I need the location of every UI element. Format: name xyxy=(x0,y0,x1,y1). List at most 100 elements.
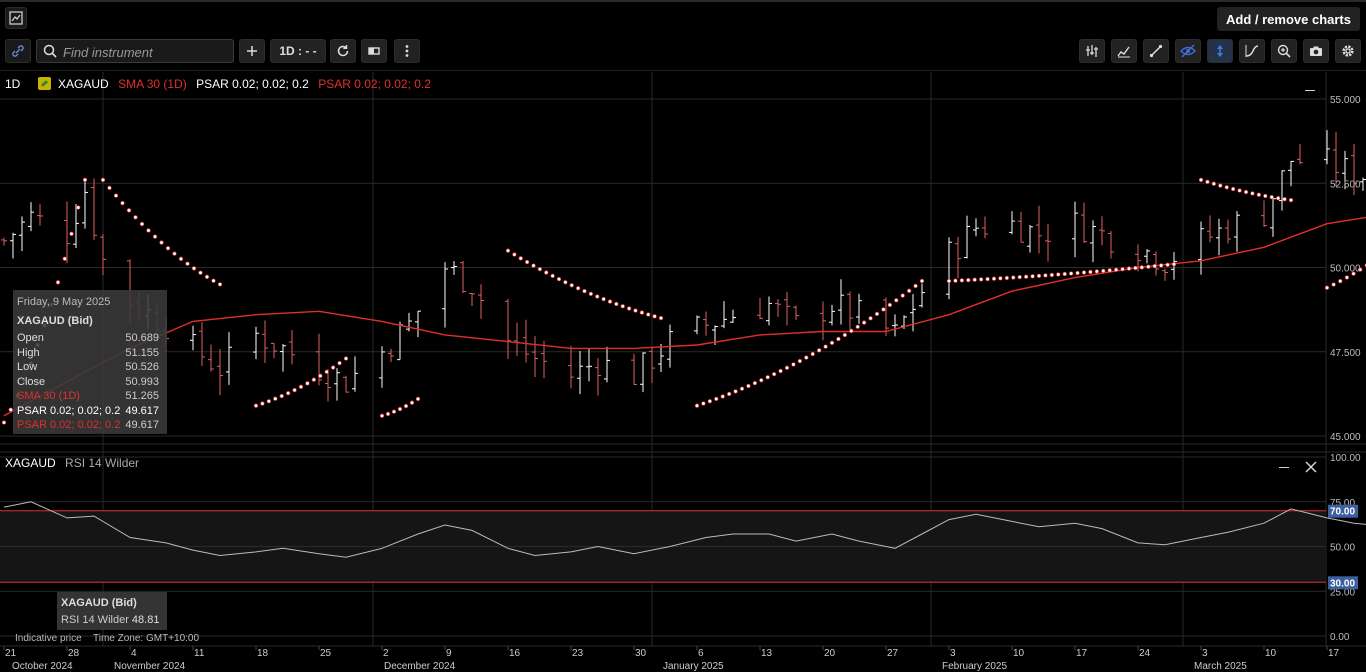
ohlc-bar xyxy=(1288,160,1294,187)
curve-button[interactable] xyxy=(1239,39,1265,63)
time-day-label: 10 xyxy=(1265,648,1277,659)
close-icon[interactable] xyxy=(1305,461,1317,473)
time-day-label: 10 xyxy=(1013,648,1025,659)
psar-dot xyxy=(1165,262,1170,267)
ohlc-bar xyxy=(226,332,232,385)
psar-dot xyxy=(1288,197,1294,203)
tooltip-row: PSAR 0.02; 0.02; 0.2 49.617 xyxy=(17,419,163,433)
link-button[interactable] xyxy=(5,39,31,63)
psar-dot xyxy=(733,389,738,394)
psar-dot xyxy=(694,403,700,408)
ohlc-bar xyxy=(1090,220,1096,263)
ohlc-bar xyxy=(64,201,70,264)
ohlc-bar xyxy=(514,322,520,357)
legend-timeframe: 1D xyxy=(5,77,21,91)
psar-dot xyxy=(595,294,600,299)
psar-dot xyxy=(403,403,409,409)
ohlc-bar xyxy=(982,216,988,239)
add-remove-charts-button[interactable]: Add / remove charts xyxy=(1217,7,1360,31)
ohlc-bar xyxy=(1144,249,1150,264)
psar-dot xyxy=(1030,274,1035,279)
time-month-label: February 2025 xyxy=(942,661,1007,672)
psar-dot xyxy=(133,215,138,220)
timeframe-button[interactable]: 1D : - - xyxy=(270,39,326,63)
ohlc-bar xyxy=(856,293,862,324)
time-day-label: 4 xyxy=(131,648,137,659)
psar-dot xyxy=(512,252,517,257)
ohlc-bar xyxy=(640,352,646,393)
psar-dot xyxy=(614,301,619,307)
indicators-button[interactable] xyxy=(1079,39,1105,63)
psar-dot xyxy=(900,293,905,298)
zoom-button[interactable] xyxy=(1271,39,1297,63)
price-tick-label: 45.000 xyxy=(1330,432,1361,443)
chart-style-button[interactable] xyxy=(361,39,387,63)
time-day-label: 3 xyxy=(1202,648,1208,659)
legend-psar-red[interactable]: PSAR 0.02; 0.02; 0.2 xyxy=(318,77,431,91)
magnet-button[interactable] xyxy=(1207,39,1233,63)
psar-dot xyxy=(379,413,385,418)
rsi-legend-indicator[interactable]: RSI 14 Wilder xyxy=(65,456,140,470)
ohlc-bar xyxy=(208,344,214,372)
top-bar: Add / remove charts xyxy=(0,0,1366,35)
psar-dot xyxy=(861,320,867,325)
sma-line xyxy=(3,216,1366,417)
psar-dot xyxy=(273,396,278,401)
psar-dot xyxy=(652,314,657,319)
curve-icon xyxy=(1245,45,1259,57)
minimize-main-pane-button[interactable] xyxy=(1305,90,1315,91)
rsi-legend-symbol[interactable]: XAGAUD xyxy=(5,456,56,470)
line-tool-button[interactable] xyxy=(1143,39,1169,63)
add-instrument-button[interactable] xyxy=(239,39,265,63)
ohlc-bar xyxy=(721,301,727,329)
screenshot-button[interactable] xyxy=(1303,39,1329,63)
rsi-tick-label: 100.00 xyxy=(1330,453,1361,464)
instrument-badge-icon[interactable] xyxy=(37,77,51,90)
settings-button[interactable] xyxy=(1335,39,1361,63)
ohlc-bars xyxy=(1,130,1366,402)
legend-symbol[interactable]: XAGAUD xyxy=(58,77,109,91)
ohlc-bar xyxy=(271,342,277,359)
ohlc-bar xyxy=(37,204,43,226)
legend-sma[interactable]: SMA 30 (1D) xyxy=(118,77,187,91)
psar-dot xyxy=(1351,271,1356,276)
chart-style-icon xyxy=(368,47,380,55)
psar-dot xyxy=(563,280,568,285)
time-month-label: December 2024 xyxy=(384,661,456,672)
more-options-button[interactable] xyxy=(394,39,420,63)
psar-dot xyxy=(279,393,284,399)
price-tick-label: 50.000 xyxy=(1330,264,1361,275)
minimize-rsi-pane-button[interactable] xyxy=(1279,467,1289,468)
legend-psar-white[interactable]: PSAR 0.02; 0.02; 0.2 xyxy=(196,77,309,91)
ohlc-bar xyxy=(649,346,655,384)
psar-series xyxy=(1,177,1366,425)
indicative-price-label: Indicative price xyxy=(15,633,82,644)
tooltip-row-value: 51.155 xyxy=(125,346,159,359)
rsi-tooltip-title: XAGAUD (Bid) xyxy=(61,597,137,609)
psar-dot xyxy=(330,365,336,370)
psar-dot xyxy=(1275,196,1281,201)
psar-dot xyxy=(881,307,886,312)
psar-dot xyxy=(959,278,965,283)
find-instrument-search[interactable] xyxy=(36,39,234,63)
psar-dot xyxy=(531,263,536,268)
psar-dot xyxy=(165,246,171,251)
chart-layout-button[interactable] xyxy=(5,7,27,29)
tooltip-row-label: High xyxy=(17,346,40,359)
tooltip-row: Low 50.526 xyxy=(17,361,163,375)
search-input[interactable] xyxy=(61,42,230,62)
ohlc-bar xyxy=(847,291,853,333)
tooltip-row: High 51.155 xyxy=(17,347,163,361)
psar-dot xyxy=(1338,278,1343,284)
visibility-button[interactable] xyxy=(1175,39,1201,63)
ohlc-bar xyxy=(352,356,358,392)
drawing-button[interactable] xyxy=(1111,39,1137,63)
ohlc-bar xyxy=(820,301,826,341)
tooltip-row: PSAR 0.02; 0.02; 0.2 49.617 xyxy=(17,405,163,419)
ohlc-bar xyxy=(775,298,781,317)
time-day-label: 24 xyxy=(1139,648,1151,659)
refresh-button[interactable] xyxy=(330,39,356,63)
chart-layout-icon xyxy=(9,11,23,25)
ohlc-bar xyxy=(577,351,583,395)
